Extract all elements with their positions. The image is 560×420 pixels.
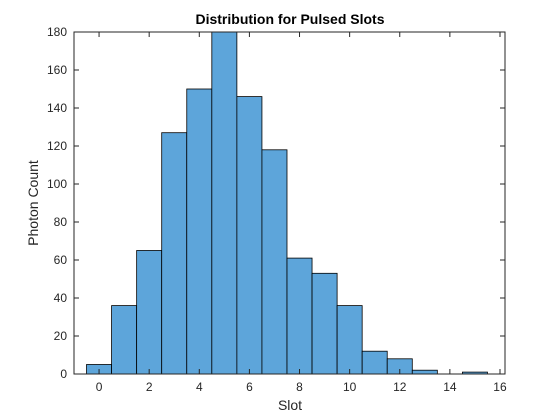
x-tick-label: 8 bbox=[296, 380, 303, 394]
x-tick-label: 16 bbox=[493, 380, 507, 394]
histogram-bar bbox=[211, 31, 238, 375]
x-tick-label: 10 bbox=[343, 380, 357, 394]
y-tick-label: 100 bbox=[47, 177, 67, 191]
histogram-bar bbox=[311, 272, 338, 375]
histogram-bar bbox=[261, 149, 288, 375]
x-tick-label: 4 bbox=[196, 380, 203, 394]
x-axis-ticks: 0 2 4 6 8 10 12 14 16 bbox=[96, 32, 507, 394]
y-tick-label: 140 bbox=[47, 101, 67, 115]
y-tick-label: 180 bbox=[47, 25, 67, 39]
histogram-bar bbox=[361, 350, 388, 375]
y-tick-label: 60 bbox=[54, 253, 68, 267]
x-tick-label: 0 bbox=[96, 380, 103, 394]
y-tick-label: 20 bbox=[54, 329, 68, 343]
chart-title: Distribution for Pulsed Slots bbox=[195, 11, 384, 27]
x-tick-label: 6 bbox=[246, 380, 253, 394]
x-tick-label: 14 bbox=[443, 380, 457, 394]
x-tick-label: 12 bbox=[393, 380, 407, 394]
histogram-bar bbox=[236, 96, 263, 375]
histogram-bar bbox=[411, 369, 438, 375]
histogram-bar bbox=[186, 88, 213, 375]
y-axis-ticks: 0 20 40 60 80 100 120 140 160 180 bbox=[47, 25, 505, 381]
y-axis-label: Photon Count bbox=[25, 160, 41, 246]
y-tick-label: 120 bbox=[47, 139, 67, 153]
histogram-bar bbox=[161, 132, 188, 375]
y-tick-label: 80 bbox=[54, 215, 68, 229]
plot-area-frame bbox=[73, 31, 506, 375]
x-axis-label: Slot bbox=[278, 397, 302, 413]
histogram-bar bbox=[286, 257, 313, 375]
y-tick-label: 160 bbox=[47, 63, 67, 77]
y-tick-label: 40 bbox=[54, 291, 68, 305]
histogram-bar bbox=[336, 305, 363, 375]
y-tick-label: 0 bbox=[60, 367, 67, 381]
x-tick-label: 2 bbox=[146, 380, 153, 394]
bars-group bbox=[86, 31, 488, 375]
histogram-bar bbox=[111, 305, 138, 375]
histogram-bar bbox=[136, 250, 163, 375]
